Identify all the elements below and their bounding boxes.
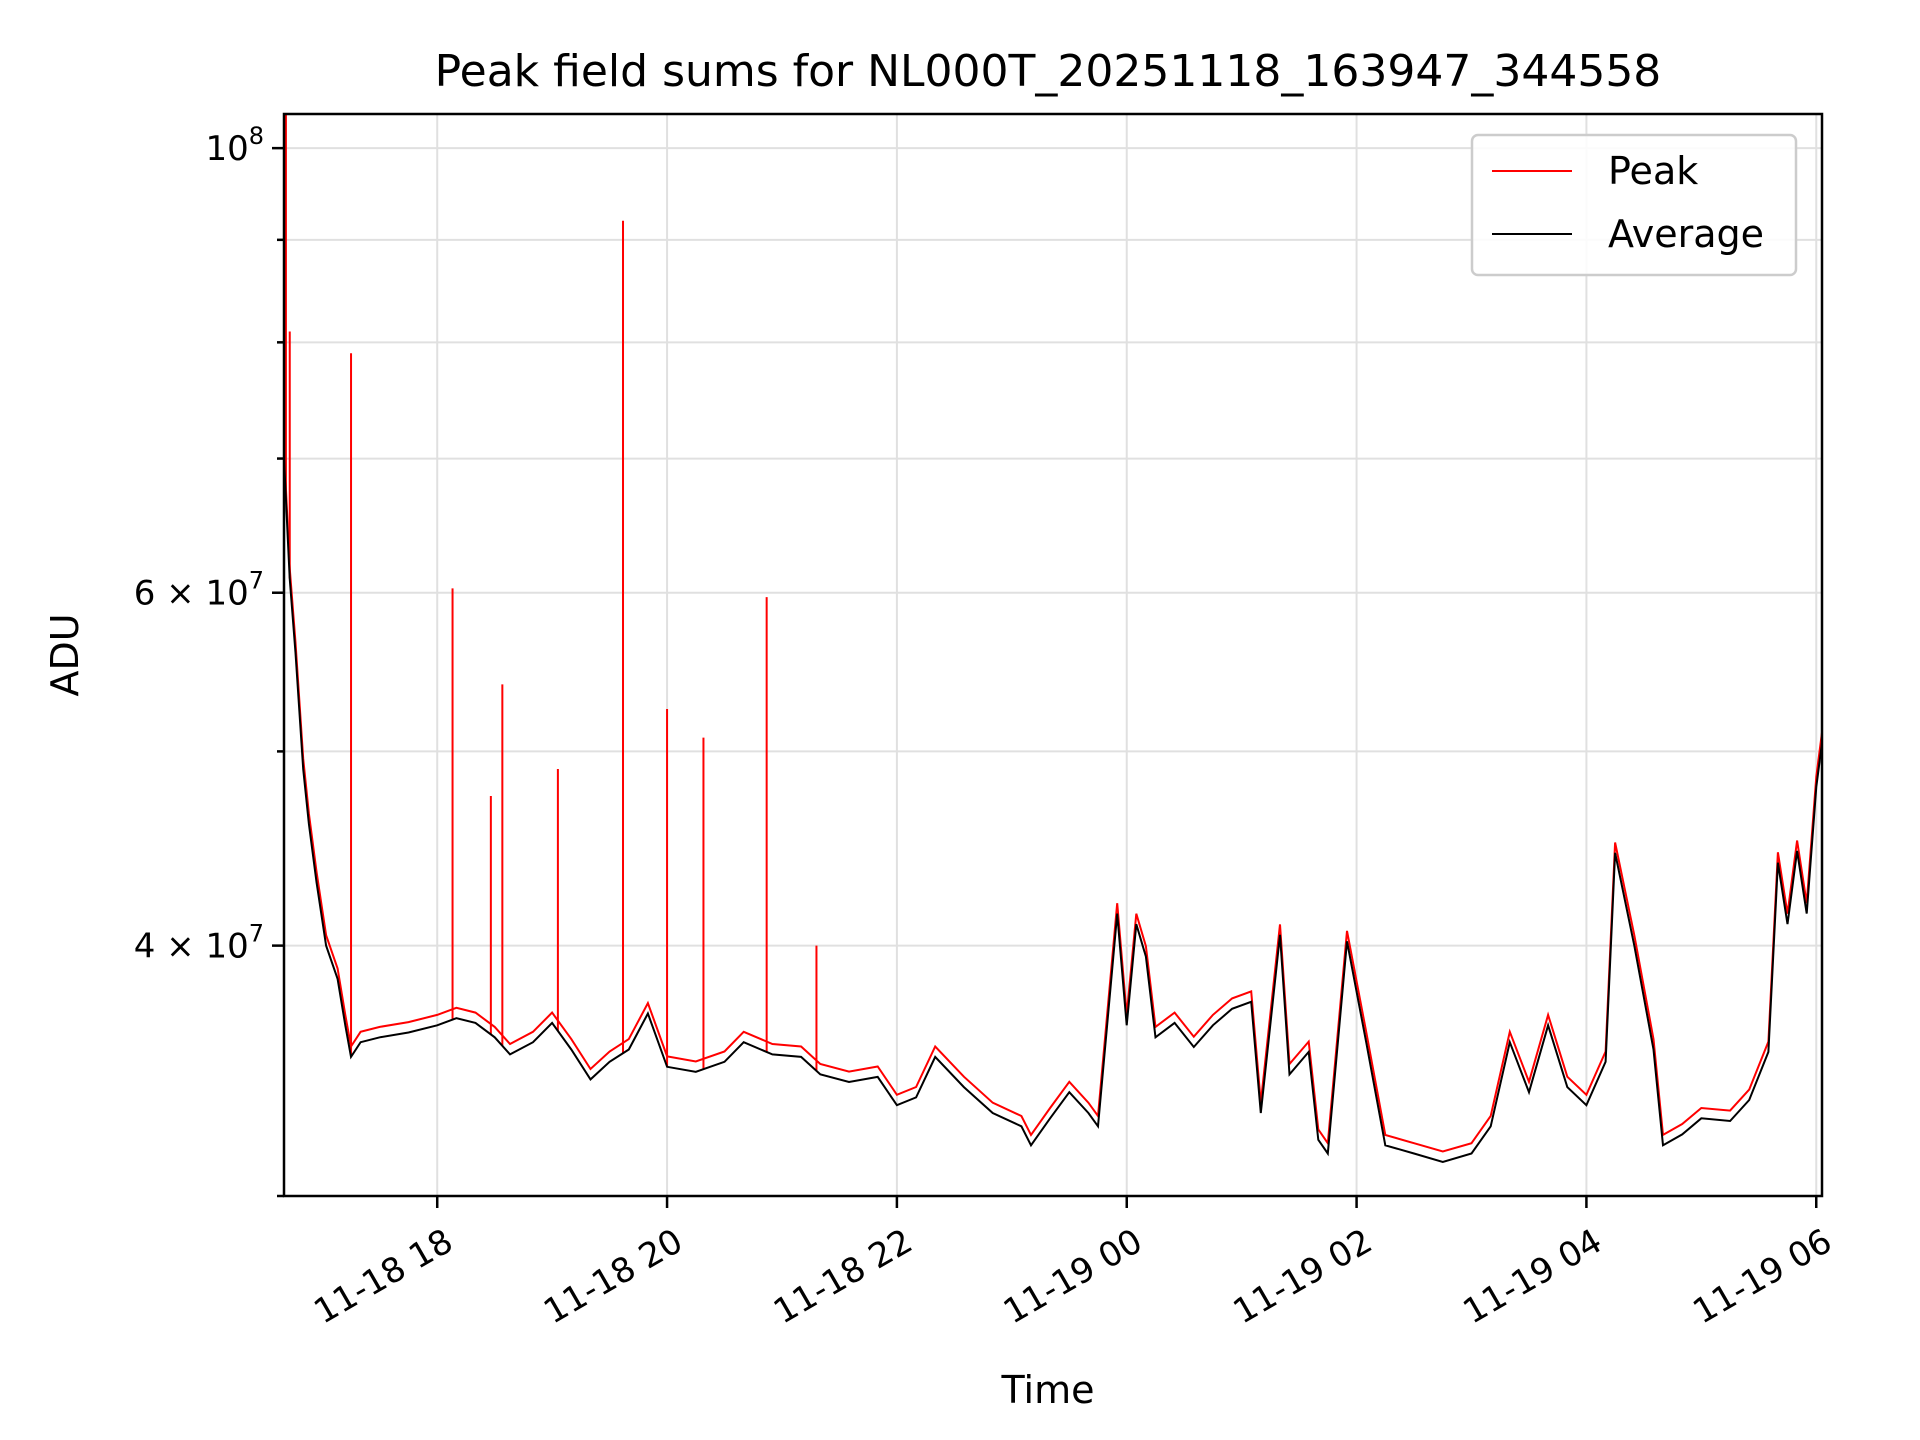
legend: Peak Average	[1470, 133, 1798, 277]
plot-frame	[282, 112, 1824, 1198]
legend-label-average: Average	[1608, 212, 1764, 256]
y-axis-label: ADU	[43, 613, 87, 696]
legend-label-peak: Peak	[1608, 149, 1698, 193]
x-axis-label: Time	[1001, 1368, 1095, 1412]
y-tick-label: 6 × 107	[134, 567, 264, 614]
series-layer	[284, 114, 1822, 1163]
y-axis: 108 6 × 107 4 × 107	[134, 122, 284, 1198]
chart-title: Peak field sums for NL000T_20251118_1639…	[435, 46, 1662, 97]
average-series-line	[284, 458, 1822, 1163]
y-tick-label: 4 × 107	[134, 920, 264, 967]
y-tick-label: 108	[205, 122, 264, 169]
